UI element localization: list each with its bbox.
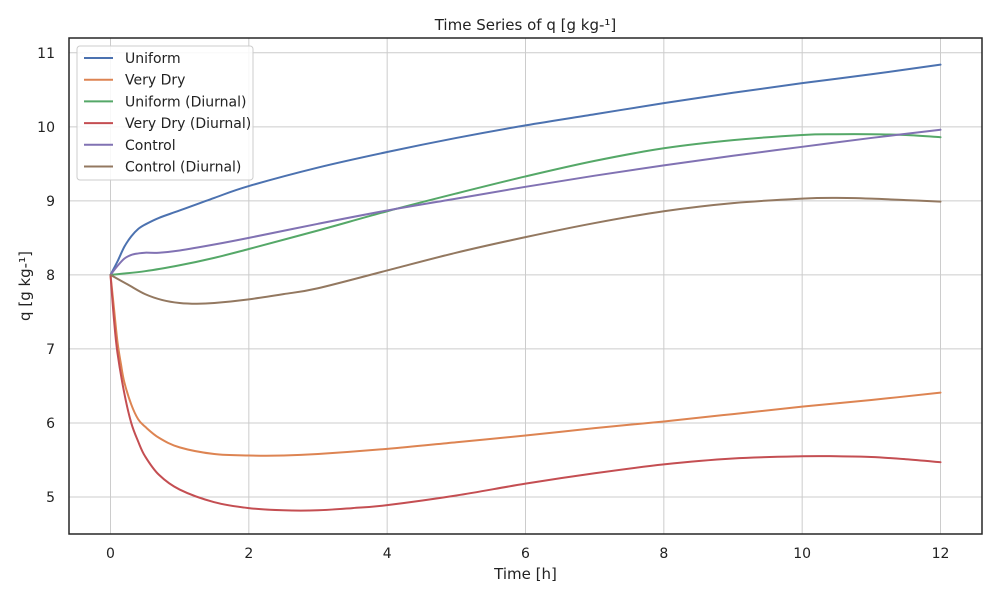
x-tick-label: 6 (521, 546, 530, 562)
y-tick-label: 11 (37, 46, 55, 62)
y-tick-label: 10 (37, 120, 55, 136)
y-axis-label: q [g kg-¹] (16, 251, 34, 321)
x-tick-label: 8 (659, 546, 668, 562)
legend-box (76, 45, 254, 181)
legend-label-uniform: Uniform (125, 51, 181, 67)
legend-label-control-diurnal: Control (Diurnal) (125, 160, 241, 176)
series-lines (109, 63, 942, 512)
legend-items: Uniform Very Dry Uniform (Diurnal) Very Dry… (84, 51, 251, 176)
y-tick-label: 7 (46, 342, 55, 358)
x-tick-label: 12 (932, 546, 950, 562)
legend-label-very-dry-diurnal: Very Dry (Diurnal) (125, 116, 251, 132)
chart-title: Time Series of q [g kg-¹] (434, 16, 617, 34)
y-tick-label: 5 (46, 490, 55, 506)
y-tick-label: 8 (46, 268, 55, 284)
series-line-control (109, 128, 942, 276)
legend-label-very-dry: Very Dry (125, 73, 185, 89)
legend-label-control: Control (125, 138, 176, 154)
series-line-uniform-diurnal (109, 133, 942, 276)
x-tick-label: 0 (106, 546, 115, 562)
y-tick-label: 6 (46, 416, 55, 432)
series-line-very-dry-diurnal (109, 273, 942, 512)
x-tick-label: 4 (383, 546, 392, 562)
y-tick-label: 9 (46, 194, 55, 210)
x-tick-label: 10 (793, 546, 811, 562)
grid (69, 38, 982, 534)
series-line-control-diurnal (109, 196, 942, 305)
series-line-uniform (109, 63, 942, 276)
legend: Uniform Very Dry Uniform (Diurnal) Very Dry… (76, 45, 254, 181)
legend-label-uniform-diurnal: Uniform (Diurnal) (125, 94, 246, 110)
x-tick-label: 2 (244, 546, 253, 562)
plot-frame (68, 37, 983, 535)
x-axis-label: Time [h] (493, 565, 557, 583)
tick-labels: 0 2 4 6 8 10 12 5 6 7 8 9 10 11 (37, 46, 949, 562)
series-line-very-dry (109, 273, 942, 457)
